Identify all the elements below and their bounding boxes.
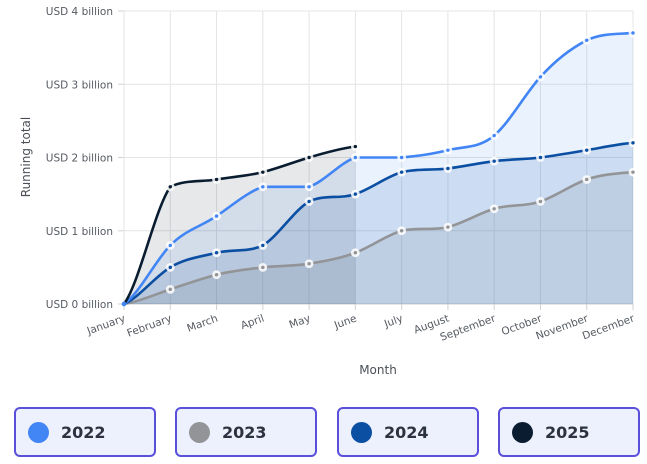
data-point-2025-4[interactable] <box>304 153 314 162</box>
series-points[interactable] <box>121 28 638 307</box>
y-tick-label: USD 1 billion <box>46 226 113 238</box>
area-2025 <box>124 146 356 304</box>
data-point-2022-11[interactable] <box>628 28 638 38</box>
y-tick-label: USD 2 billion <box>46 153 113 165</box>
data-point-2024-11[interactable] <box>628 138 638 148</box>
y-tick-label: USD 3 billion <box>46 79 113 91</box>
area-2023 <box>124 172 633 304</box>
x-tick-label: November <box>534 312 590 342</box>
data-point-2025-1[interactable] <box>165 182 175 192</box>
y-tick-label: USD 0 billion <box>46 299 113 311</box>
data-point-2024-8[interactable] <box>489 156 499 166</box>
y-axis-ticks: USD 0 billion USD 1 billion USD 2 billion U… <box>46 6 113 311</box>
data-point-2022-9[interactable] <box>536 72 545 82</box>
data-point-2024-9[interactable] <box>536 153 545 162</box>
data-point-2023-9[interactable] <box>536 197 545 206</box>
data-point-2023-6[interactable] <box>397 226 407 236</box>
x-tick-label: July <box>382 313 405 331</box>
running-total-chart: USD 0 billion USD 1 billion USD 2 billion U… <box>19 6 638 377</box>
data-point-2022-5[interactable] <box>350 153 360 162</box>
data-point-2024-4[interactable] <box>304 197 314 206</box>
data-point-2022-8[interactable] <box>489 131 499 140</box>
data-point-2024-2[interactable] <box>212 248 221 258</box>
data-point-2024-3[interactable] <box>258 241 268 250</box>
area-2024 <box>124 142 633 304</box>
data-point-2023-8[interactable] <box>489 204 499 214</box>
data-point-2023-3[interactable] <box>258 262 268 272</box>
data-point-2022-1[interactable] <box>165 241 175 250</box>
data-point-2024-1[interactable] <box>165 262 175 272</box>
data-point-2024-7[interactable] <box>443 164 453 173</box>
legend-swatch-icon <box>351 421 372 443</box>
data-point-2023-10[interactable] <box>582 175 592 184</box>
data-point-2025-5[interactable] <box>350 142 360 151</box>
data-point-2023-1[interactable] <box>165 284 175 294</box>
legend: 2022 2023 2024 2025 <box>0 407 647 460</box>
data-point-2022-6[interactable] <box>397 153 407 162</box>
data-point-2023-4[interactable] <box>304 259 314 269</box>
data-point-2023-11[interactable] <box>628 167 638 177</box>
legend-item-2025[interactable]: 2025 <box>498 407 640 457</box>
legend-label: 2024 <box>384 422 429 442</box>
y-tick-label: USD 4 billion <box>46 6 113 18</box>
x-tick-label: February <box>125 313 173 340</box>
legend-item-2022[interactable]: 2022 <box>14 407 156 457</box>
legend-item-2023[interactable]: 2023 <box>175 407 317 457</box>
series-areas <box>124 32 633 304</box>
data-point-2022-4[interactable] <box>304 182 314 192</box>
data-point-2024-5[interactable] <box>350 189 360 199</box>
data-point-2022-3[interactable] <box>258 182 268 192</box>
x-axis-title: Month <box>359 363 397 377</box>
data-point-2023-7[interactable] <box>443 222 453 232</box>
data-point-2024-6[interactable] <box>397 167 407 177</box>
data-point-2023-2[interactable] <box>212 270 221 280</box>
legend-swatch-icon <box>512 421 533 443</box>
x-tick-label: January <box>85 313 127 338</box>
data-point-2022-2[interactable] <box>212 211 221 221</box>
data-point-2023-5[interactable] <box>350 248 360 258</box>
area-2022 <box>124 32 633 304</box>
x-tick-label: March <box>185 313 219 335</box>
legend-label: 2022 <box>61 422 106 442</box>
data-point-2022-10[interactable] <box>582 35 592 45</box>
legend-swatch-icon <box>189 421 210 443</box>
data-point-2024-10[interactable] <box>582 145 592 155</box>
legend-swatch-icon <box>28 421 49 443</box>
data-point-2025-0[interactable] <box>121 301 127 307</box>
x-tick-label: April <box>239 313 266 332</box>
x-tick-label: June <box>332 313 359 332</box>
legend-label: 2023 <box>222 422 267 442</box>
data-point-2025-2[interactable] <box>212 175 221 184</box>
x-tick-label: December <box>581 312 637 342</box>
legend-item-2024[interactable]: 2024 <box>337 407 479 457</box>
data-point-2025-3[interactable] <box>258 167 268 177</box>
y-axis-title: Running total <box>19 117 33 197</box>
legend-label: 2025 <box>545 422 590 442</box>
data-point-2022-7[interactable] <box>443 145 453 155</box>
x-tick-label: May <box>288 313 313 332</box>
